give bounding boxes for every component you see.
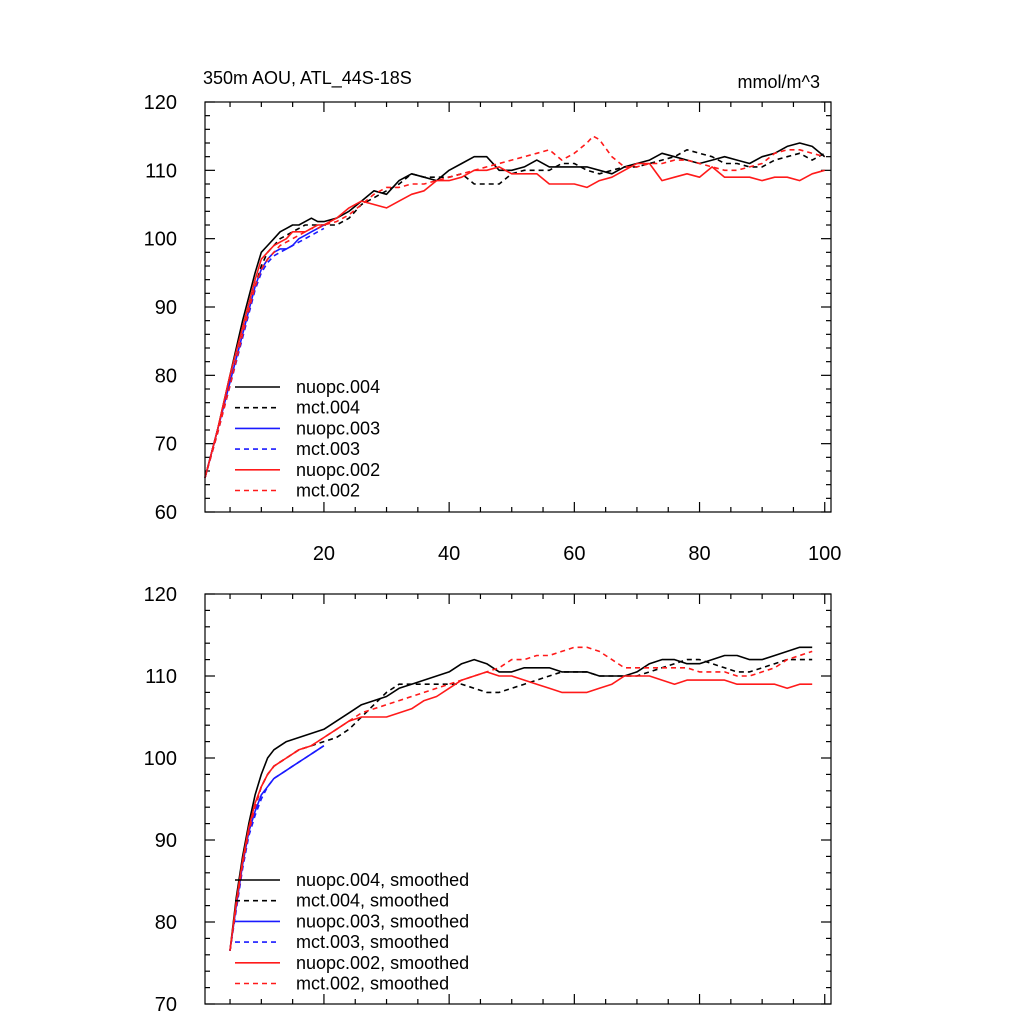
legend-label: nuopc.004, smoothed [296,870,469,890]
legend-label: mct.002 [296,481,360,501]
y-tick-label: 80 [155,365,177,387]
legend-label: nuopc.003 [296,418,380,438]
top-panel-units: mmol/m^3 [738,72,820,92]
y-tick-label: 120 [144,92,177,114]
y-tick-label: 110 [145,666,177,688]
y-tick-label: 70 [155,994,177,1016]
series-line-nuopc-003 [204,224,325,479]
y-tick-label: 100 [144,229,177,251]
y-tick-label: 110 [145,160,177,182]
y-tick-label: 90 [155,297,177,319]
top-panel-title: 350m AOU, ATL_44S-18S [203,68,412,89]
x-tick-label: 40 [438,543,460,565]
legend-label: nuopc.003, smoothed [296,911,469,931]
y-tick-label: 100 [144,748,177,770]
legend-label: mct.003, smoothed [296,932,449,952]
x-tick-label: 20 [313,543,335,565]
legend-label: nuopc.002, smoothed [296,953,469,973]
x-tick-label: 80 [688,543,710,565]
series-line-mct-004 [204,149,826,479]
legend-label: nuopc.002 [296,460,380,480]
bottom-plot-frame [204,593,832,1005]
y-tick-label: 120 [144,584,177,606]
series-line-mct-002-smoothed [229,646,813,951]
y-tick-label: 70 [155,434,177,456]
series-line-nuopc-004 [204,142,826,479]
legend-label: mct.004 [296,398,360,418]
top-plot-frame [204,101,832,513]
legend-label: mct.002, smoothed [296,974,449,994]
legend-label: mct.003 [296,439,360,459]
series-line-nuopc-002 [204,162,825,479]
series-line-mct-002 [204,135,825,479]
legend-label: nuopc.004 [296,377,380,397]
y-tick-label: 80 [155,912,177,934]
x-tick-label: 100 [808,543,841,565]
y-tick-label: 90 [155,830,177,852]
x-tick-label: 60 [563,543,585,565]
y-tick-label: 60 [155,502,177,524]
top-panel: 350m AOU, ATL_44S-18S mmol/m^3 60 70 80 90 1… [144,68,842,565]
legend-label: mct.004, smoothed [296,891,449,911]
